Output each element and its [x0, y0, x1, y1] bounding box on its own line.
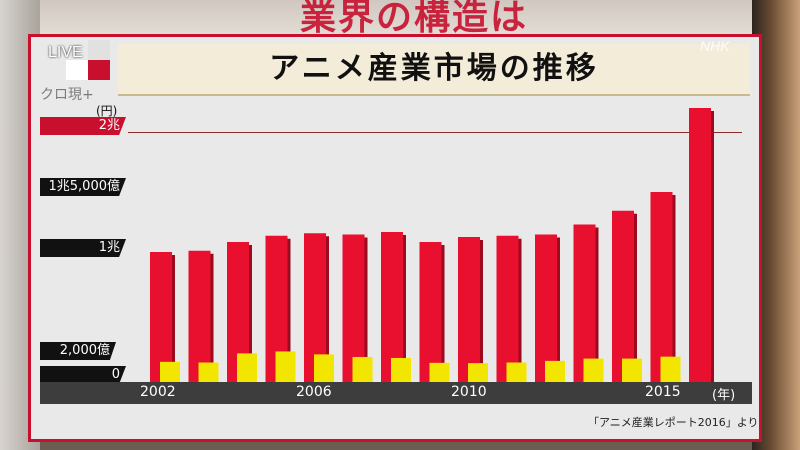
red-bar-shade [711, 111, 714, 382]
red-bar [573, 224, 596, 382]
yellow-bar [545, 360, 565, 382]
red-bar-shade [634, 213, 637, 382]
y-tick-label: 2,000億 [40, 342, 116, 360]
red-bar-shade [287, 238, 291, 382]
red-bar-shade [672, 195, 676, 382]
red-bar [304, 233, 326, 382]
red-bar [188, 250, 211, 382]
red-bar [535, 234, 557, 382]
red-bar-shade [249, 245, 252, 382]
red-bar [342, 234, 365, 382]
y-tick-label: 1兆 [40, 239, 126, 257]
red-bar-shade [557, 237, 560, 382]
yellow-bar [314, 354, 334, 382]
yellow-bar [160, 361, 180, 382]
top-reference-line [128, 132, 742, 133]
yellow-bar [275, 351, 296, 382]
yellow-bar [468, 363, 488, 382]
red-bar [650, 192, 673, 382]
yellow-bar [352, 356, 373, 382]
y-tick-label: 1兆5,000億 [40, 178, 126, 196]
red-bar-shade [364, 237, 368, 382]
red-bar [150, 252, 172, 382]
red-bar [381, 232, 403, 382]
x-tick-label: 2010 [451, 384, 487, 400]
yellow-bar [237, 353, 257, 382]
yellow-bar [506, 362, 527, 382]
live-label: LIVE [48, 44, 83, 61]
red-bar [227, 242, 249, 382]
x-tick-label: 2015 [645, 384, 681, 400]
red-bar [458, 237, 480, 382]
red-bar [419, 242, 442, 382]
background-headline: 業界の構造は [300, 0, 529, 38]
yellow-bar [391, 357, 411, 382]
red-bar-shade [480, 240, 483, 382]
red-bar [265, 235, 288, 382]
channel-logo: NHK [700, 38, 730, 54]
red-bar-shade [210, 253, 214, 382]
red-bar-shade [326, 236, 329, 382]
yellow-bar [198, 362, 219, 382]
red-bar [689, 108, 711, 382]
source-note: 「アニメ産業レポート2016」より [588, 416, 759, 429]
background-program-label: クロ現+ [40, 87, 94, 103]
chart-title: アニメ産業市場の推移 [269, 51, 599, 86]
red-bar-shade [441, 245, 445, 382]
yellow-bar [622, 358, 642, 382]
y-tick-label: 0 [40, 366, 126, 384]
x-axis-band [40, 382, 752, 404]
studio-background-top [0, 0, 800, 40]
yellow-bar [583, 358, 604, 382]
red-bar-shade [403, 235, 406, 382]
red-bar [612, 210, 634, 382]
y-tick-label: 2兆 [40, 117, 126, 135]
red-bar-shade [595, 227, 599, 382]
x-axis-unit: (年) [712, 388, 736, 403]
x-tick-label: 2006 [296, 384, 332, 400]
live-logo-square [66, 60, 88, 80]
red-bar [496, 235, 519, 382]
yellow-bar [660, 356, 681, 382]
title-band [118, 44, 750, 96]
y-axis-unit: (円) [96, 104, 118, 118]
yellow-bar [429, 362, 450, 382]
x-tick-label: 2002 [140, 384, 176, 400]
red-bar-shade [518, 238, 522, 382]
live-logo-square [88, 60, 110, 80]
live-logo-square [88, 40, 110, 60]
red-bar-shade [172, 255, 175, 382]
